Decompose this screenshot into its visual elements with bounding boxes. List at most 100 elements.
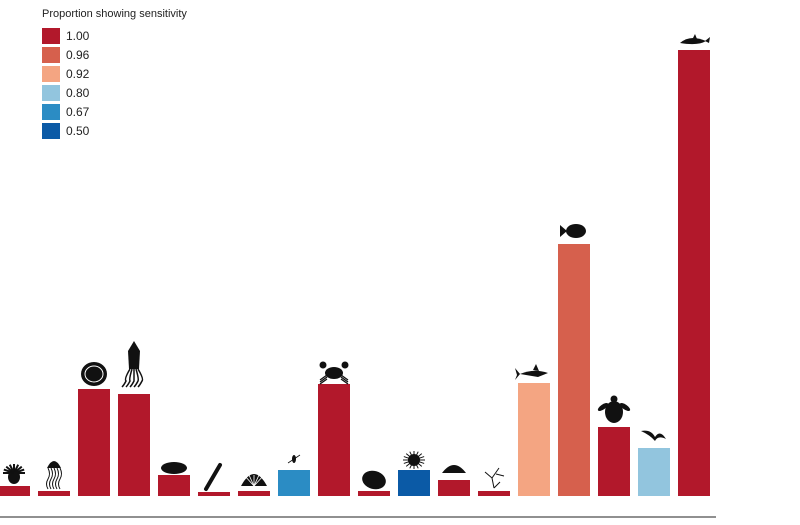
whale-tail [705, 37, 710, 43]
crab-leg [340, 378, 349, 385]
crab-leg [319, 378, 328, 385]
sea-turtle-icon [597, 395, 631, 423]
legend-items: 1.00 0.96 0.92 0.80 0.67 0.50 [42, 26, 187, 140]
sea-cucumber-icon [442, 465, 466, 473]
legend-label: 0.80 [66, 85, 90, 100]
squid-arm [121, 368, 131, 388]
legend: Proportion showing sensitivity 1.00 0.96 0… [42, 8, 187, 140]
legend-item: 0.80 [42, 83, 187, 102]
turtle-head [610, 395, 618, 403]
urchin-spine [403, 459, 415, 464]
cucumber-body [442, 465, 466, 473]
turtle-shell [605, 401, 623, 423]
squid-arm [137, 368, 144, 388]
whale-icon [680, 34, 710, 45]
bar [318, 384, 350, 496]
legend-label: 0.50 [66, 123, 90, 138]
jellyfish-tentacle [52, 467, 56, 490]
legend-item: 1.00 [42, 26, 187, 45]
bar [358, 491, 390, 496]
bar [518, 383, 550, 496]
bar [278, 470, 310, 496]
scallop-rib [253, 474, 265, 487]
tube-worm-icon [204, 463, 222, 491]
squid-arm [133, 368, 139, 388]
bar [558, 244, 590, 496]
shark-icon [515, 364, 548, 380]
crab-leg [319, 374, 328, 381]
bar [678, 50, 710, 496]
crab-body [325, 367, 343, 379]
bar [0, 486, 30, 496]
urchin-spine [413, 459, 425, 464]
crab-leg [340, 376, 349, 383]
squid-arm [125, 368, 133, 388]
jellyfish-icon [46, 461, 62, 490]
sea-anemone-icon [3, 464, 25, 484]
legend-title: Proportion showing sensitivity [42, 8, 187, 20]
crab-claw-left [319, 361, 327, 369]
bryozoan-icon [484, 467, 505, 489]
legend-label: 0.67 [66, 104, 90, 119]
shark-tail [515, 368, 520, 380]
bar [638, 448, 670, 496]
bar [118, 394, 150, 496]
squid-arm [129, 369, 135, 388]
legend-label: 0.96 [66, 47, 90, 62]
legend-item: 0.67 [42, 102, 187, 121]
bar [78, 389, 110, 496]
bar [238, 491, 270, 496]
fish-icon [560, 224, 586, 238]
snail-shell [161, 462, 187, 474]
scallop-rib [243, 474, 255, 487]
urchin-spine [403, 456, 415, 461]
legend-swatch [42, 27, 60, 44]
clam-icon [81, 362, 107, 386]
legend-item: 0.92 [42, 64, 187, 83]
fish-body [566, 224, 586, 238]
urchin-spine [413, 459, 423, 467]
crab-leg [319, 376, 328, 383]
jellyfish-tentacle [46, 467, 50, 490]
squid-mantle [128, 341, 140, 369]
jellyfish-tentacle [49, 467, 53, 490]
jellyfish-bell [47, 461, 61, 468]
squid-icon [121, 341, 144, 388]
whale-fin [693, 34, 697, 39]
jellyfish-tentacle [55, 467, 59, 490]
urchin-spine [405, 459, 415, 467]
copepod-antenna [287, 454, 301, 464]
whale-body [680, 37, 706, 45]
scallop-rib [248, 474, 255, 487]
legend-swatch [42, 84, 60, 101]
clam-ridge [84, 365, 104, 383]
scallop-icon [241, 474, 267, 487]
bar [198, 492, 230, 496]
copepod-icon [287, 454, 301, 464]
seabird-icon [641, 430, 666, 441]
legend-item: 0.96 [42, 45, 187, 64]
worm-tube [204, 463, 222, 491]
urchin-spine [413, 453, 423, 461]
urchin-spine [413, 456, 425, 461]
sea-urchin-icon [403, 451, 425, 469]
crab-claw-right [341, 361, 349, 369]
bar [398, 470, 430, 496]
turtle-flipper [597, 402, 609, 412]
shark-body [520, 370, 548, 377]
mussel-shell [362, 470, 386, 490]
scallop-rib [253, 474, 260, 487]
seabird-wings [641, 430, 666, 441]
crab-leg [340, 374, 349, 381]
jellyfish-tentacle [58, 467, 62, 490]
urchin-spine [405, 453, 415, 461]
bar [38, 491, 70, 496]
bar [438, 480, 470, 496]
snail-icon [161, 462, 187, 474]
legend-swatch [42, 103, 60, 120]
urchin-spine [409, 459, 415, 469]
fish-tail [560, 225, 567, 237]
bar [478, 491, 510, 496]
legend-label: 1.00 [66, 28, 90, 43]
